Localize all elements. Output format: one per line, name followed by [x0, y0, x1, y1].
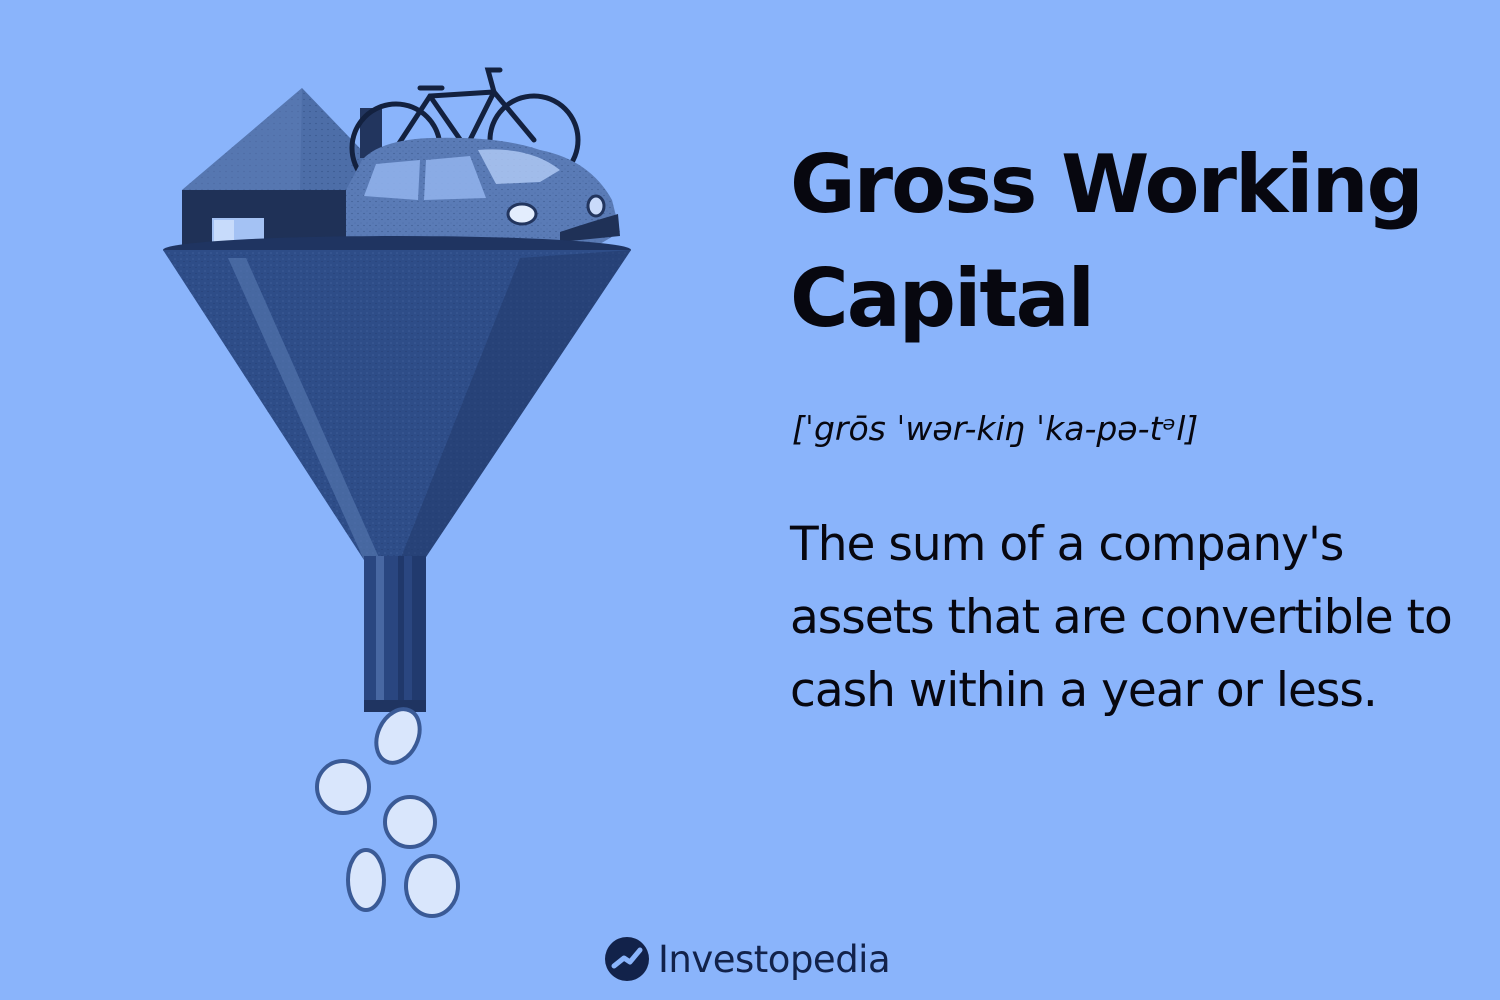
term-pronunciation: [ˈgrōs ˈwər-kiŋ ˈka-pə-tᵊl]	[792, 409, 1199, 448]
funnel-icon	[163, 236, 631, 712]
coin-icon	[315, 759, 371, 815]
brand-name: Investopedia	[658, 937, 891, 981]
term-definition: The sum of a company's assets that are c…	[790, 517, 1453, 718]
car-icon	[346, 137, 620, 246]
funnel-illustration	[163, 67, 631, 918]
brand-footer[interactable]: Investopedia	[604, 931, 891, 987]
coin-icon	[374, 707, 422, 765]
coin-icon	[404, 854, 460, 918]
coin-icon	[346, 848, 386, 912]
investopedia-logo-icon	[605, 937, 649, 981]
term-title: Gross Working Capital	[790, 138, 1424, 345]
illustration-svg	[163, 67, 631, 918]
coins-group	[315, 707, 460, 918]
coin-icon	[383, 795, 437, 849]
